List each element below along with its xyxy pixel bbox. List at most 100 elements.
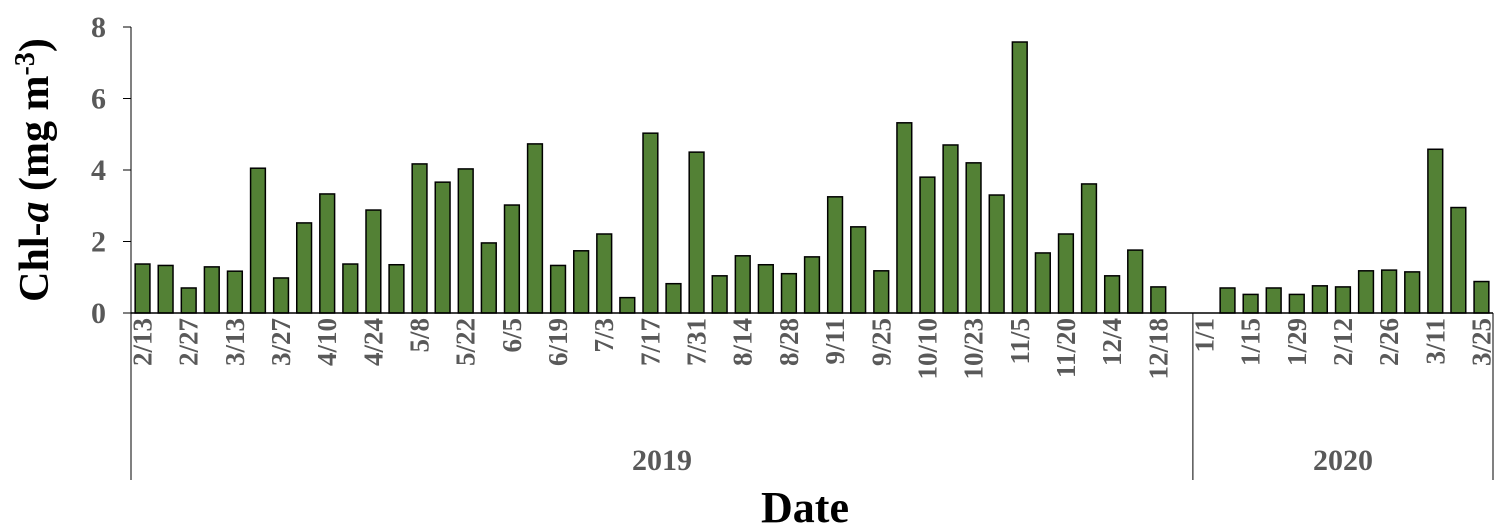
bar — [988, 194, 1005, 314]
x-tick-label: 2/27 — [174, 318, 204, 366]
bar — [1219, 287, 1236, 314]
x-tick-label: 7/17 — [635, 318, 665, 366]
x-tick-label: 7/31 — [682, 318, 712, 366]
y-axis-label: Chl-a (mg m-3) — [10, 38, 58, 302]
x-tick-label: 2/13 — [128, 318, 158, 366]
bar — [1473, 280, 1490, 314]
bar — [573, 250, 590, 314]
bar — [365, 209, 382, 314]
y-tick-label: 6 — [91, 83, 106, 116]
bar — [1380, 269, 1398, 314]
x-tick-label: 5/8 — [405, 318, 435, 353]
x-tick-label: 1/29 — [1282, 318, 1312, 366]
y-label-part: Chl- — [12, 222, 58, 301]
bar — [1011, 41, 1028, 314]
bar — [1242, 293, 1259, 314]
bar — [873, 270, 890, 314]
bar — [503, 204, 521, 314]
x-tick-label: 10/23 — [959, 318, 989, 380]
bar — [134, 263, 151, 314]
bar — [780, 272, 798, 314]
bar — [965, 162, 982, 314]
bar — [1103, 275, 1121, 314]
y-label-part: a — [12, 201, 58, 222]
bar — [942, 144, 959, 314]
bar — [688, 151, 705, 314]
bar — [619, 296, 636, 314]
y-tick-label: 0 — [91, 297, 106, 330]
y-label-part: -3 — [10, 52, 41, 75]
bar — [1080, 183, 1098, 314]
bar — [1404, 271, 1421, 314]
x-tick-label: 8/28 — [774, 318, 804, 366]
x-tick-label: 9/25 — [866, 318, 896, 366]
bar — [549, 264, 567, 314]
bar — [803, 256, 821, 314]
bar — [850, 226, 867, 314]
bar — [734, 255, 751, 314]
x-tick-label: 11/5 — [1005, 318, 1035, 365]
x-tick-label: 4/24 — [358, 318, 388, 366]
bar — [526, 143, 544, 314]
x-tick-label: 6/19 — [543, 318, 573, 366]
x-tick-label: 4/10 — [312, 318, 342, 366]
x-axis-label: Date — [761, 483, 849, 531]
x-tick-label: 2/26 — [1374, 318, 1404, 366]
bar — [180, 287, 197, 314]
bar — [249, 167, 267, 314]
bar — [1127, 249, 1144, 314]
bar — [665, 282, 682, 314]
bar — [1034, 252, 1051, 314]
bar — [434, 181, 451, 314]
bar — [1057, 233, 1075, 314]
bar — [1150, 286, 1167, 314]
x-tick-label: 3/13 — [220, 318, 250, 366]
group-label: 2020 — [1313, 444, 1373, 477]
bar — [757, 263, 774, 314]
x-tick-label: 3/11 — [1420, 318, 1450, 365]
bar — [596, 233, 613, 314]
bar — [896, 122, 913, 314]
x-tick-label: 12/4 — [1097, 318, 1127, 366]
bar — [1427, 148, 1444, 314]
bar — [480, 242, 497, 314]
y-label-part: (mg m — [12, 75, 58, 201]
y-tick-label: 2 — [91, 226, 106, 259]
x-tick-label: 12/18 — [1143, 318, 1173, 380]
bar — [457, 168, 474, 314]
bar — [826, 196, 844, 314]
bar — [411, 163, 428, 314]
bar — [919, 176, 936, 314]
x-tick-label: 7/3 — [589, 318, 619, 353]
y-tick-label: 8 — [91, 11, 106, 44]
bar — [295, 222, 313, 314]
x-tick-label: 8/14 — [728, 318, 758, 366]
y-label-part: ) — [12, 38, 58, 52]
x-tick-label: 6/5 — [497, 318, 527, 353]
bar — [342, 263, 359, 314]
bar — [1357, 270, 1375, 314]
bar — [1288, 293, 1305, 314]
x-tick-label: 5/22 — [451, 318, 481, 366]
x-tick-label: 11/20 — [1051, 318, 1081, 378]
group-label: 2019 — [632, 444, 692, 477]
bar — [203, 266, 220, 314]
bar — [1334, 286, 1352, 314]
x-tick-label: 9/11 — [820, 318, 850, 365]
bar — [157, 264, 174, 314]
bar — [272, 277, 290, 314]
y-tick-label: 4 — [91, 154, 106, 187]
bar — [642, 132, 659, 314]
x-tick-label: 1/1 — [1189, 318, 1219, 353]
bar — [226, 270, 244, 314]
bar — [1450, 206, 1467, 314]
x-tick-label: 3/27 — [266, 318, 296, 366]
x-tick-label: 10/10 — [912, 318, 942, 380]
x-tick-label: 3/25 — [1466, 318, 1496, 366]
bar — [388, 263, 405, 314]
bar — [1311, 285, 1329, 314]
x-tick-label: 2/12 — [1328, 318, 1358, 366]
bar — [1265, 287, 1282, 314]
x-tick-label: 1/15 — [1236, 318, 1266, 366]
